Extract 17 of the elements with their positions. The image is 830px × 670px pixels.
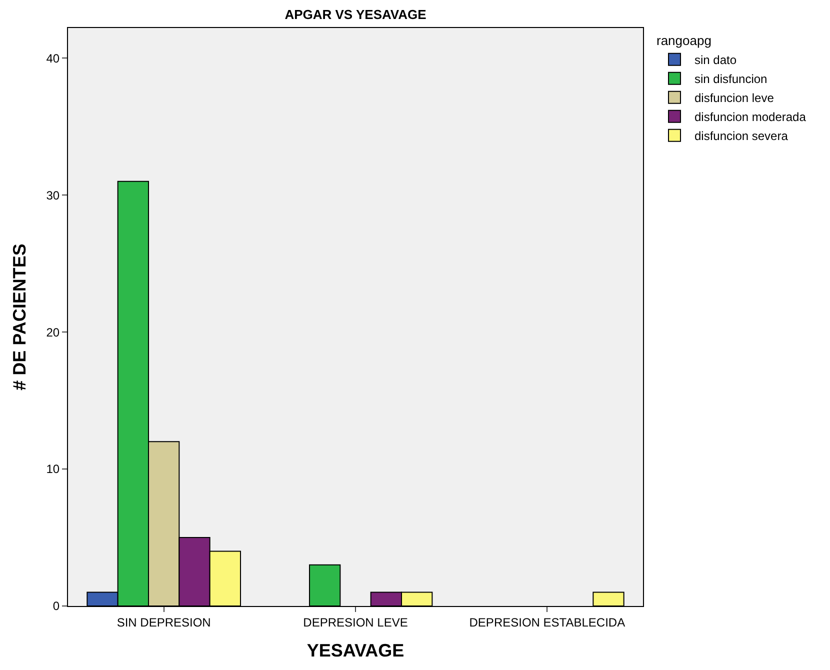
y-tick-label: 10 <box>46 462 60 476</box>
x-axis-title: YESAVAGE <box>306 640 404 660</box>
y-tick-label: 20 <box>46 325 60 340</box>
legend-label: sin dato <box>694 53 737 68</box>
y-tick-label: 0 <box>52 599 60 614</box>
x-tick-label: DEPRESION LEVE <box>303 615 408 630</box>
y-tick-label: 30 <box>46 188 60 202</box>
x-tick-label: SIN DEPRESION <box>116 615 211 630</box>
legend-label: sin disfuncion <box>694 72 768 86</box>
legend-label: disfuncion leve <box>694 91 774 106</box>
x-tick-label: DEPRESION ESTABLECIDA <box>469 615 626 630</box>
y-axis-title: # DE PACIENTES <box>9 244 30 390</box>
legend-label: disfuncion moderada <box>694 110 806 124</box>
legend-title: rangoapg <box>656 32 712 48</box>
chart-title: APGAR VS YESAVAGE <box>284 7 427 22</box>
legend-label: disfuncion severa <box>694 129 788 144</box>
y-tick-label: 40 <box>46 51 60 66</box>
